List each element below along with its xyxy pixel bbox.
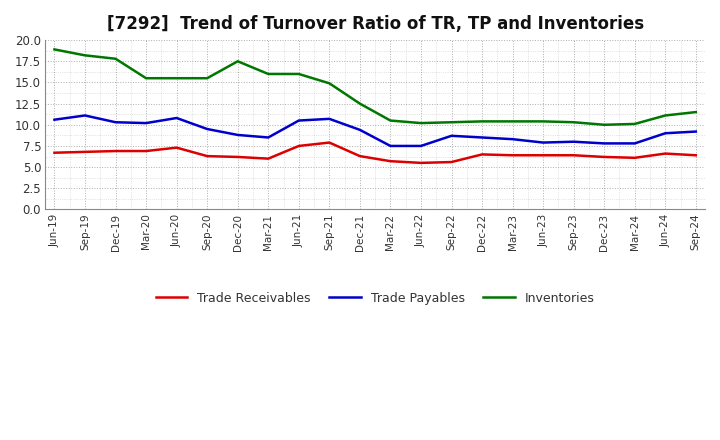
- Inventories: [172, 76, 181, 81]
- Trade Receivables: [50, 150, 59, 155]
- Trade Payables: [172, 115, 181, 121]
- Trade Payables: [203, 126, 212, 132]
- Trade Receivables: [386, 158, 395, 164]
- Trade Payables: [447, 133, 456, 139]
- Line: Trade Payables: Trade Payables: [55, 115, 696, 146]
- Trade Payables: [294, 118, 303, 123]
- Trade Receivables: [233, 154, 242, 160]
- Trade Payables: [356, 127, 364, 132]
- Inventories: [81, 53, 89, 58]
- Trade Receivables: [264, 156, 273, 161]
- Inventories: [386, 118, 395, 123]
- Inventories: [508, 119, 517, 124]
- Trade Receivables: [661, 151, 670, 156]
- Inventories: [233, 59, 242, 64]
- Trade Receivables: [417, 160, 426, 165]
- Inventories: [356, 101, 364, 106]
- Inventories: [417, 121, 426, 126]
- Inventories: [142, 76, 150, 81]
- Trade Receivables: [111, 148, 120, 154]
- Trade Receivables: [600, 154, 608, 160]
- Inventories: [691, 110, 700, 115]
- Trade Payables: [264, 135, 273, 140]
- Trade Receivables: [631, 155, 639, 161]
- Trade Payables: [142, 121, 150, 126]
- Trade Receivables: [325, 140, 333, 145]
- Trade Payables: [661, 131, 670, 136]
- Line: Trade Receivables: Trade Receivables: [55, 143, 696, 163]
- Title: [7292]  Trend of Turnover Ratio of TR, TP and Inventories: [7292] Trend of Turnover Ratio of TR, TP…: [107, 15, 644, 33]
- Trade Receivables: [203, 154, 212, 159]
- Trade Payables: [386, 143, 395, 149]
- Trade Receivables: [356, 154, 364, 159]
- Trade Payables: [508, 136, 517, 142]
- Legend: Trade Receivables, Trade Payables, Inventories: Trade Receivables, Trade Payables, Inven…: [150, 287, 600, 310]
- Inventories: [539, 119, 547, 124]
- Trade Receivables: [570, 153, 578, 158]
- Inventories: [447, 120, 456, 125]
- Line: Inventories: Inventories: [55, 49, 696, 125]
- Trade Receivables: [539, 153, 547, 158]
- Trade Payables: [539, 140, 547, 145]
- Trade Payables: [417, 143, 426, 149]
- Inventories: [264, 71, 273, 77]
- Inventories: [661, 113, 670, 118]
- Inventories: [325, 81, 333, 86]
- Trade Payables: [691, 129, 700, 134]
- Inventories: [203, 76, 212, 81]
- Trade Payables: [50, 117, 59, 122]
- Trade Payables: [631, 141, 639, 146]
- Trade Payables: [233, 132, 242, 138]
- Trade Payables: [111, 120, 120, 125]
- Trade Receivables: [508, 153, 517, 158]
- Trade Payables: [325, 116, 333, 121]
- Trade Receivables: [478, 152, 487, 157]
- Inventories: [111, 56, 120, 61]
- Trade Receivables: [447, 159, 456, 165]
- Inventories: [570, 120, 578, 125]
- Inventories: [600, 122, 608, 128]
- Trade Receivables: [172, 145, 181, 150]
- Inventories: [478, 119, 487, 124]
- Inventories: [294, 71, 303, 77]
- Trade Payables: [478, 135, 487, 140]
- Trade Payables: [570, 139, 578, 144]
- Inventories: [50, 47, 59, 52]
- Trade Payables: [81, 113, 89, 118]
- Trade Receivables: [691, 153, 700, 158]
- Trade Payables: [600, 141, 608, 146]
- Inventories: [631, 121, 639, 127]
- Trade Receivables: [294, 143, 303, 149]
- Trade Receivables: [142, 148, 150, 154]
- Trade Receivables: [81, 149, 89, 154]
